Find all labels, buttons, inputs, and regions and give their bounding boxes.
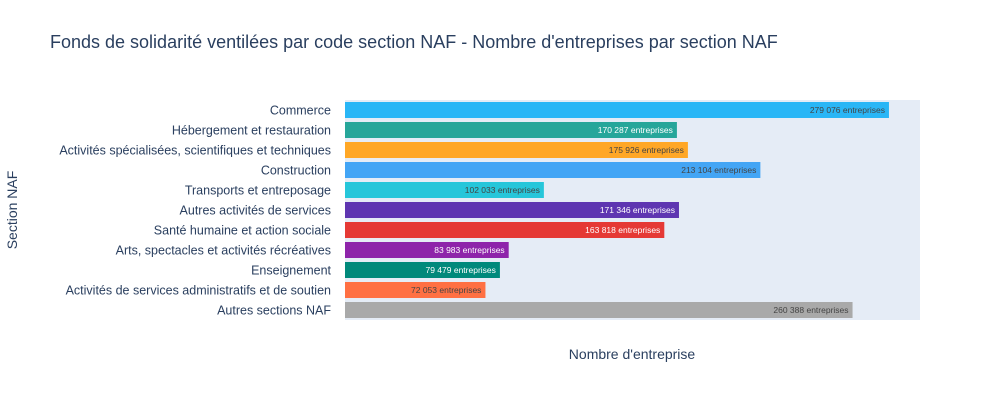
bar-data-label: 213 104 entreprises bbox=[681, 165, 756, 175]
y-tick-label: Activités spécialisées, scientifiques et… bbox=[59, 144, 331, 158]
y-tick-label: Santé humaine et action sociale bbox=[154, 224, 331, 238]
y-tick-label: Arts, spectacles et activités récréative… bbox=[116, 244, 331, 258]
y-tick-label: Enseignement bbox=[251, 264, 331, 278]
bar[interactable] bbox=[345, 202, 679, 218]
bar-data-label: 170 287 entreprises bbox=[598, 125, 673, 135]
y-tick-label: Activités de services administratifs et … bbox=[66, 284, 331, 298]
y-tick-label: Commerce bbox=[270, 104, 331, 118]
y-tick-label: Autres activités de services bbox=[180, 204, 331, 218]
bar-data-label: 171 346 entreprises bbox=[600, 205, 675, 215]
chart-title: Fonds de solidarité ventilées par code s… bbox=[50, 32, 778, 52]
bar-data-label: 260 388 entreprises bbox=[773, 305, 848, 315]
bar-data-label: 79 479 entreprises bbox=[425, 265, 495, 275]
y-tick-label: Autres sections NAF bbox=[217, 304, 331, 318]
bar[interactable] bbox=[345, 242, 509, 258]
bar[interactable] bbox=[345, 122, 677, 138]
bar-data-label: 83 983 entreprises bbox=[434, 245, 504, 255]
y-tick-label: Construction bbox=[261, 164, 331, 178]
bar[interactable] bbox=[345, 282, 486, 298]
bar-data-label: 175 926 entreprises bbox=[609, 145, 684, 155]
bar-data-label: 72 053 entreprises bbox=[411, 285, 481, 295]
bar[interactable] bbox=[345, 302, 853, 318]
bar[interactable] bbox=[345, 182, 544, 198]
x-axis-title: Nombre d'entreprise bbox=[568, 346, 696, 362]
bar[interactable] bbox=[345, 222, 665, 238]
bar[interactable] bbox=[345, 142, 688, 158]
bar[interactable] bbox=[345, 162, 761, 178]
bar[interactable] bbox=[345, 102, 889, 118]
bar-data-label: 163 818 entreprises bbox=[585, 225, 660, 235]
y-tick-label: Transports et entreposage bbox=[185, 184, 331, 198]
bar[interactable] bbox=[345, 262, 500, 278]
bar-data-label: 102 033 entreprises bbox=[465, 185, 540, 195]
y-tick-label: Hébergement et restauration bbox=[172, 124, 331, 138]
bar-data-label: 279 076 entreprises bbox=[810, 105, 885, 115]
